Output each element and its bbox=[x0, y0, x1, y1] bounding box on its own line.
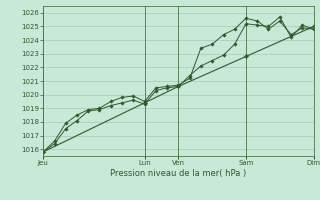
X-axis label: Pression niveau de la mer( hPa ): Pression niveau de la mer( hPa ) bbox=[110, 169, 246, 178]
